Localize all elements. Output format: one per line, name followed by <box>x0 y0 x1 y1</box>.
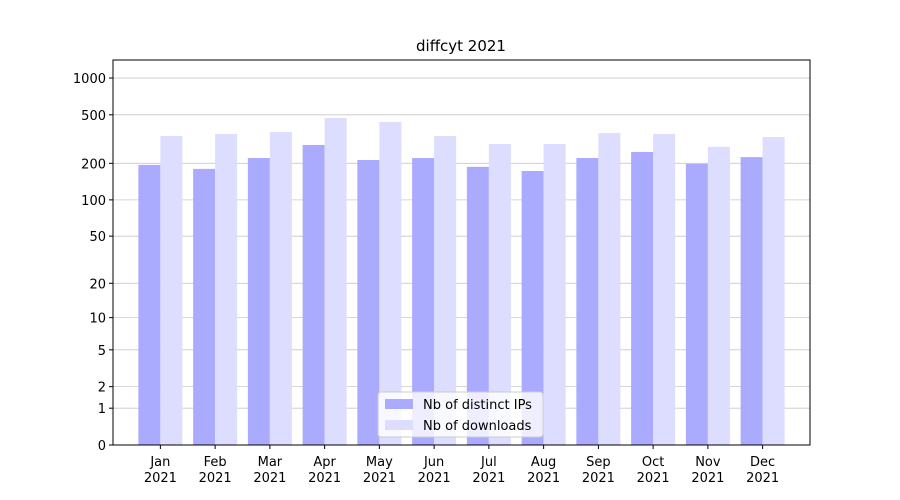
bar <box>576 158 599 446</box>
x-tick-label: Aug 2021 <box>527 455 560 486</box>
x-tick-label: Jun 2021 <box>418 455 451 486</box>
y-tick-label: 1 <box>98 402 106 417</box>
chart-title: diffcyt 2021 <box>416 37 506 55</box>
bar <box>521 170 544 445</box>
x-tick-label: Mar 2021 <box>253 455 286 486</box>
bar <box>357 159 380 445</box>
bar <box>598 133 621 445</box>
bar <box>707 146 730 445</box>
x-tick-label: Apr 2021 <box>308 455 341 486</box>
x-tick-label: Oct 2021 <box>637 455 670 486</box>
bar <box>215 134 238 445</box>
x-tick-label: Dec 2021 <box>746 455 779 486</box>
bar <box>324 117 347 445</box>
bar <box>685 163 708 445</box>
y-tick-label: 200 <box>81 157 106 172</box>
bar <box>193 168 216 446</box>
bar <box>302 144 325 446</box>
bar <box>138 164 161 446</box>
bar <box>762 136 785 446</box>
plot-frame <box>112 59 811 446</box>
bar <box>740 157 763 445</box>
legend-label: Nb of distinct IPs <box>423 398 532 413</box>
x-tick-label: Feb 2021 <box>199 455 232 486</box>
y-tick-label: 0 <box>98 439 106 454</box>
bar <box>379 121 402 446</box>
bar <box>653 134 676 445</box>
bar <box>247 158 270 446</box>
legend-label: Nb of downloads <box>423 419 532 434</box>
legend-swatch <box>385 420 413 430</box>
bar <box>269 132 292 446</box>
bar <box>160 136 183 445</box>
y-tick-label: 10 <box>89 312 106 327</box>
x-tick-label: Jan 2021 <box>144 455 177 486</box>
x-tick-label: Sep 2021 <box>582 455 615 486</box>
bar <box>466 166 489 445</box>
bar <box>488 144 511 445</box>
bar <box>412 158 435 446</box>
x-tick-label: Nov 2021 <box>691 455 724 486</box>
y-tick-label: 100 <box>81 194 106 209</box>
y-tick-label: 50 <box>89 230 106 245</box>
legend-swatch <box>385 399 413 409</box>
legend-box <box>377 391 544 438</box>
y-tick-label: 20 <box>89 277 106 292</box>
bar <box>543 144 566 445</box>
x-tick-label: May 2021 <box>363 455 396 486</box>
bar <box>631 151 654 445</box>
y-tick-label: 2 <box>98 381 106 396</box>
y-tick-label: 500 <box>81 109 106 124</box>
x-tick-label: Jul 2021 <box>472 455 505 486</box>
y-tick-label: 1000 <box>73 72 106 87</box>
bar <box>434 136 457 445</box>
y-tick-label: 5 <box>98 344 106 359</box>
